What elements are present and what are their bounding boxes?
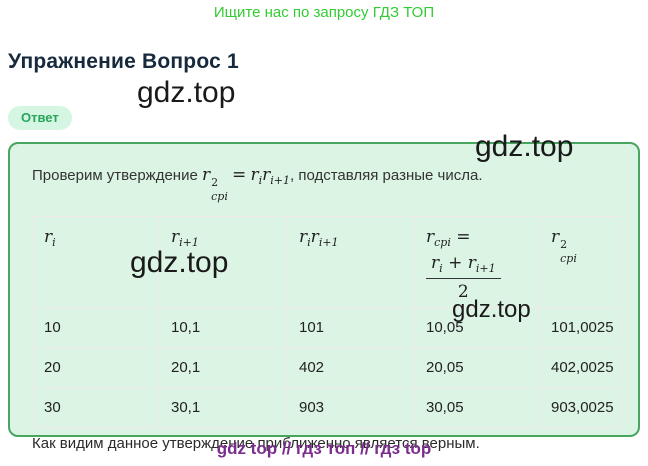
table-cell: 20,1 — [159, 347, 288, 388]
table-cell: 101,0025 — [539, 307, 621, 348]
table-row: 10 10,1 101 10,05 101,0025 — [32, 307, 621, 348]
column-header-mean: rcpi = ri + ri+1 2 — [414, 216, 540, 308]
formula-rhs: riri+1 — [250, 165, 290, 187]
site-search-query-link[interactable]: Ищите нас по запросу ГДЗ ТОП — [213, 4, 435, 21]
conclusion-text: Как видим данное утверждение приближенно… — [32, 435, 480, 452]
table-cell: 10,1 — [159, 307, 288, 348]
table-cell: 30,1 — [159, 387, 288, 428]
table-cell: 402,0025 — [539, 347, 621, 388]
footer-links[interactable]: gdz top // гдз топ // гдз top — [216, 439, 432, 458]
table-cell: 402 — [287, 347, 415, 388]
table-cell: 101 — [287, 307, 415, 348]
table-cell: 30 — [32, 387, 160, 428]
table-cell: 20,05 — [414, 347, 540, 388]
table-cell: 10 — [32, 307, 160, 348]
table-row: 30 30,1 903 30,05 903,0025 — [32, 387, 621, 428]
page-title: Упражнение Вопрос 1 — [8, 50, 239, 74]
column-header-mean-squared: r 2 cpi — [539, 216, 621, 308]
column-header-ri: ri — [32, 216, 160, 308]
table-cell: 30,05 — [414, 387, 540, 428]
answer-badge[interactable]: Ответ — [8, 106, 72, 130]
table-header-row: ri ri+1 riri+1 rcpi = ri + ri+1 2 r 2 cpi — [32, 216, 621, 308]
column-header-product: riri+1 — [287, 216, 415, 308]
values-table: ri ri+1 riri+1 rcpi = ri + ri+1 2 r 2 cpi — [32, 216, 621, 428]
statement-text: Проверим утверждение r 2 cpi = riri+1, под… — [32, 165, 483, 203]
table-cell: 10,05 — [414, 307, 540, 348]
answer-panel: Проверим утверждение r 2 cpi = riri+1, под… — [8, 142, 640, 452]
watermark: gdz.top — [130, 246, 229, 279]
table-cell: 20 — [32, 347, 160, 388]
formula-lhs: r 2 cpi — [201, 165, 228, 203]
watermark: gdz.top — [475, 130, 574, 163]
table-cell: 903 — [287, 387, 415, 428]
watermark: gdz.top — [452, 296, 531, 323]
watermark: gdz.top — [137, 76, 236, 109]
column-header-ri1: ri+1 — [159, 216, 288, 308]
table-row: 20 20,1 402 20,05 402,0025 — [32, 347, 621, 388]
table-cell: 903,0025 — [539, 387, 621, 428]
